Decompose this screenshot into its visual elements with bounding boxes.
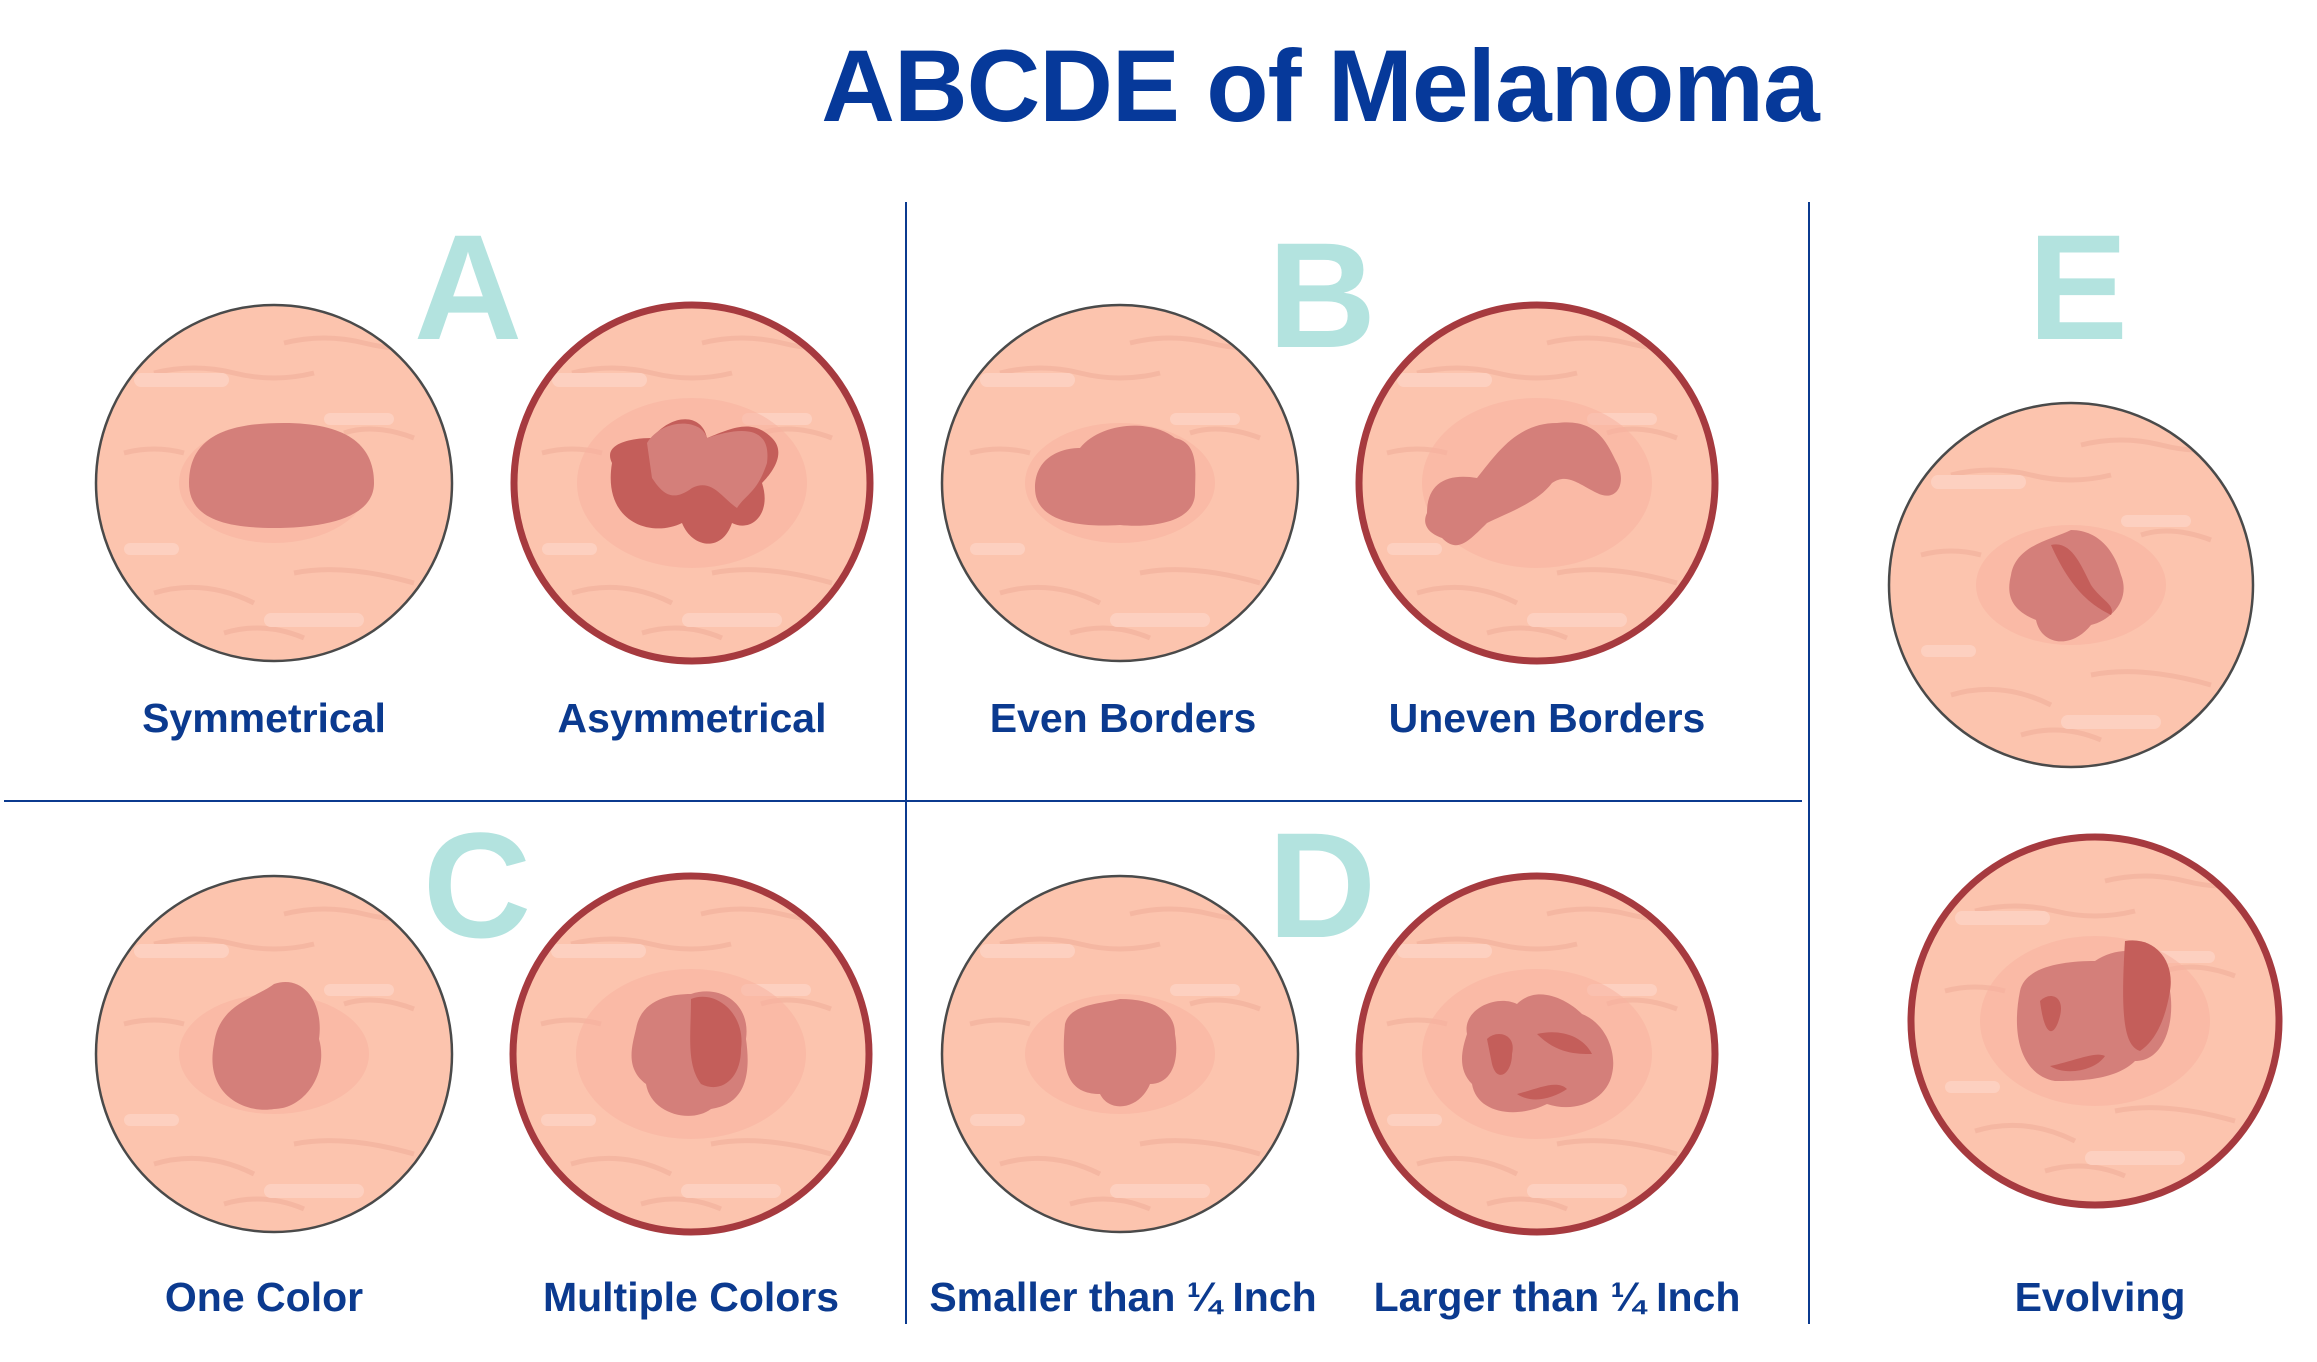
lesion-shape — [2123, 940, 2171, 1051]
letter-d: D — [1267, 801, 1377, 969]
skin-circle-asymmetrical — [510, 301, 874, 665]
label-uneven-borders: Uneven Borders — [1388, 695, 1706, 741]
lesion-shape — [1425, 422, 1621, 546]
skin-circle-larger — [1355, 872, 1719, 1236]
label-even-borders: Even Borders — [989, 695, 1257, 741]
lesion-shape — [212, 982, 322, 1110]
skin-circle-symmetrical — [94, 303, 454, 663]
skin-circle-multiple-colors — [509, 872, 873, 1236]
lesion-shape — [1462, 994, 1614, 1113]
divider-horizontal — [4, 800, 1802, 802]
lesion-shape — [2009, 530, 2124, 642]
letter-e: E — [2027, 203, 2129, 371]
label-smaller-than-quarter-inch: Smaller than ¼ Inch — [929, 1274, 1317, 1320]
letter-b: B — [1267, 211, 1377, 379]
label-one-color: One Color — [164, 1274, 364, 1320]
letter-a: A — [413, 203, 523, 371]
skin-circle-one-color — [94, 874, 454, 1234]
lesion-shape — [189, 423, 374, 528]
lesion-shape — [690, 996, 742, 1088]
lesion-shape — [1063, 999, 1177, 1107]
letter-c: C — [422, 801, 532, 969]
label-evolving: Evolving — [2014, 1274, 2186, 1320]
lesion-shape — [2050, 1054, 2105, 1072]
label-larger-than-quarter-inch: Larger than ¼ Inch — [1373, 1274, 1741, 1320]
label-asymmetrical: Asymmetrical — [557, 695, 827, 741]
lesion-shape — [2051, 544, 2112, 615]
divider-vertical-2 — [1808, 202, 1810, 1324]
lesion-shape — [1035, 425, 1196, 526]
skin-circle-uneven-borders — [1355, 301, 1719, 665]
lesion-shape — [1487, 1034, 1513, 1075]
skin-circle-evolving-before — [1887, 401, 2255, 769]
page-title: ABCDE of Melanoma — [821, 29, 1819, 143]
divider-vertical-1 — [905, 202, 907, 1324]
lesion-shape — [647, 423, 768, 508]
label-symmetrical: Symmetrical — [142, 695, 386, 741]
skin-circle-even-borders — [940, 303, 1300, 663]
lesion-shape — [1537, 1032, 1592, 1054]
skin-circle-evolving-after — [1907, 833, 2283, 1209]
skin-circle-smaller — [940, 874, 1300, 1234]
lesion-shape — [1517, 1084, 1567, 1100]
lesion-shape — [2040, 996, 2061, 1032]
label-multiple-colors: Multiple Colors — [542, 1274, 840, 1320]
